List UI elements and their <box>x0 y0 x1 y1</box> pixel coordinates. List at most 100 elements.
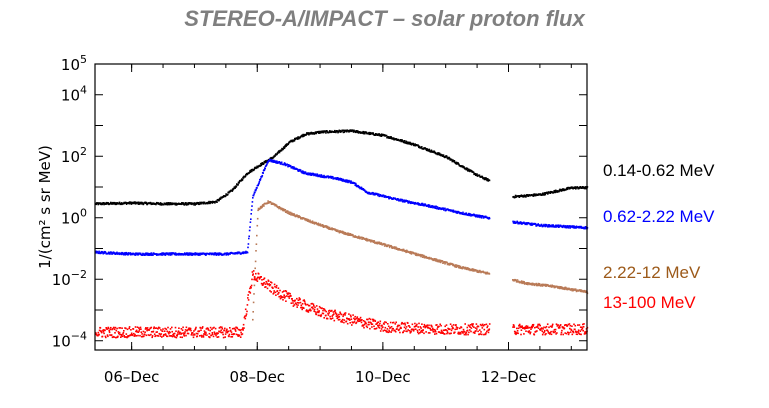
data-point <box>392 327 394 330</box>
data-point <box>476 269 478 272</box>
data-point <box>310 173 312 175</box>
data-point <box>252 311 254 313</box>
data-point <box>582 291 585 293</box>
data-point <box>554 286 556 289</box>
data-point <box>437 208 440 210</box>
data-point <box>406 200 409 203</box>
data-point <box>514 331 517 333</box>
data-point <box>353 182 356 184</box>
data-point <box>343 312 346 315</box>
data-point <box>292 305 295 307</box>
data-point <box>330 310 332 312</box>
data-point <box>322 309 324 312</box>
data-point <box>156 331 158 333</box>
data-point <box>555 226 557 228</box>
data-point <box>313 221 315 224</box>
data-point <box>535 284 538 287</box>
data-point <box>366 318 368 321</box>
data-point <box>565 286 567 289</box>
data-point <box>450 332 452 335</box>
data-point <box>551 224 553 226</box>
data-point <box>244 175 247 178</box>
data-point <box>337 229 339 232</box>
data-point <box>468 325 471 327</box>
data-point <box>200 334 203 337</box>
data-point <box>442 154 445 156</box>
data-point <box>168 254 170 256</box>
data-point <box>314 131 317 133</box>
data-point <box>451 263 454 266</box>
data-point <box>211 333 214 336</box>
data-point <box>157 335 160 337</box>
data-point <box>485 323 488 326</box>
data-point <box>307 311 310 313</box>
legend-label-0: 0.14-0.62 MeV <box>603 161 715 180</box>
data-point <box>348 313 350 315</box>
data-point <box>426 324 429 326</box>
data-point <box>145 201 148 204</box>
data-point <box>202 334 204 337</box>
data-point <box>562 188 565 190</box>
data-point <box>525 330 527 332</box>
data-point <box>392 137 395 139</box>
data-point <box>422 255 424 258</box>
data-point <box>95 333 98 336</box>
data-point <box>467 267 469 269</box>
data-point <box>280 208 282 211</box>
data-point <box>476 173 478 175</box>
data-point <box>334 228 337 231</box>
data-point <box>202 202 204 205</box>
data-point <box>317 310 319 313</box>
data-point <box>385 329 387 332</box>
data-point <box>582 329 584 332</box>
data-point <box>469 329 471 331</box>
data-point <box>287 210 289 212</box>
data-point <box>395 138 398 141</box>
data-point <box>309 133 312 135</box>
data-point <box>131 334 134 336</box>
data-point <box>331 309 333 312</box>
data-point <box>465 167 468 169</box>
data-point <box>360 319 362 322</box>
data-point <box>242 252 245 255</box>
data-point <box>427 150 430 152</box>
data-point <box>212 335 215 338</box>
data-point <box>343 319 346 321</box>
data-point <box>536 326 539 328</box>
data-point <box>109 328 112 331</box>
data-point <box>580 328 583 331</box>
data-point <box>428 258 430 260</box>
data-point <box>372 318 375 321</box>
data-point <box>547 192 549 194</box>
data-point <box>212 327 214 329</box>
data-point <box>571 325 573 327</box>
data-point <box>292 214 295 217</box>
data-point <box>434 330 437 333</box>
data-point <box>258 182 260 184</box>
data-point <box>274 285 276 288</box>
data-point <box>478 214 481 217</box>
data-point <box>426 148 428 150</box>
data-point <box>248 229 251 232</box>
data-point <box>440 261 442 264</box>
data-point <box>266 287 269 290</box>
data-point <box>319 176 322 178</box>
data-point <box>147 334 150 336</box>
legend-label-3: 13-100 MeV <box>603 293 696 312</box>
data-point <box>182 332 185 334</box>
data-point <box>523 195 525 197</box>
data-point <box>211 202 214 204</box>
data-point <box>513 326 516 328</box>
data-point <box>336 315 339 317</box>
data-point <box>151 203 153 205</box>
data-point <box>248 235 250 238</box>
data-point <box>308 304 311 307</box>
series-3 <box>95 270 589 339</box>
data-point <box>573 323 575 326</box>
data-point <box>228 191 230 194</box>
data-point <box>402 331 404 333</box>
data-point <box>281 291 284 293</box>
data-point <box>326 130 328 133</box>
data-point <box>532 193 535 196</box>
data-point <box>339 311 341 314</box>
